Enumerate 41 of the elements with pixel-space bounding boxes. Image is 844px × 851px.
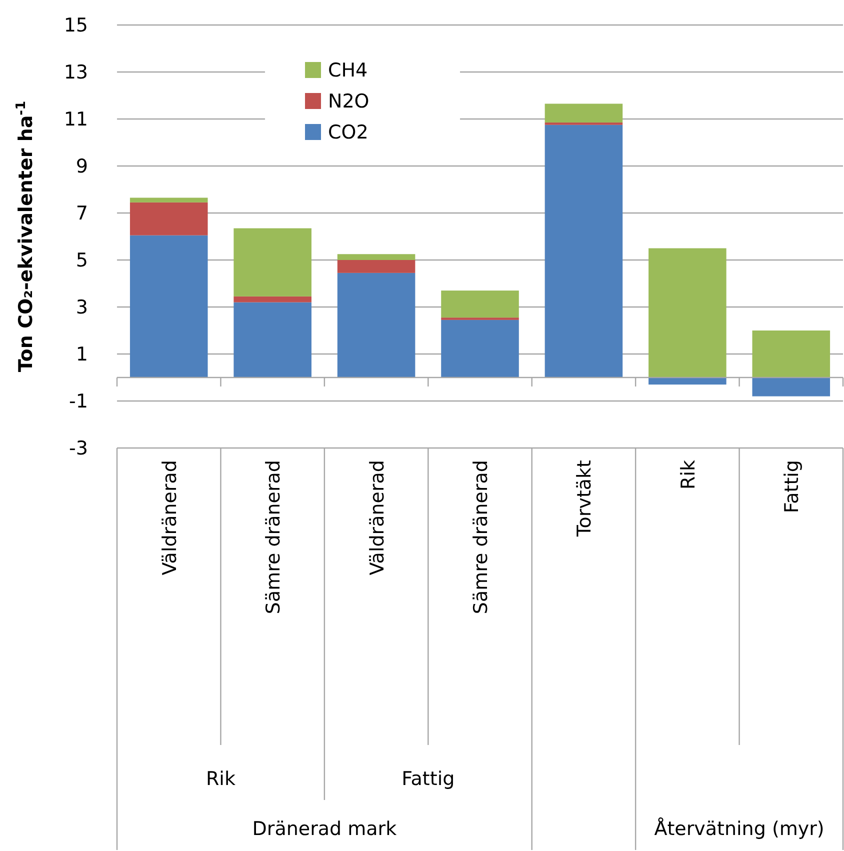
bar — [234, 296, 312, 302]
bar — [752, 330, 830, 378]
bar — [337, 254, 416, 260]
y-tick-label: 7 — [76, 202, 88, 225]
text: Återvätning (myr) — [654, 817, 824, 840]
y-tick-label: 5 — [76, 250, 88, 272]
x-tick-label: Fattig — [781, 460, 804, 514]
y-tick-label: 3 — [76, 296, 88, 319]
bar — [130, 202, 208, 236]
bar — [441, 290, 519, 318]
text: Rik — [206, 768, 236, 790]
y-tick-label: -1 — [69, 390, 88, 413]
y-tick-label: 13 — [64, 62, 88, 84]
bar — [648, 378, 726, 385]
bar — [648, 248, 726, 378]
bar — [234, 302, 312, 378]
text: Dränerad mark — [252, 818, 397, 840]
bar — [337, 272, 416, 378]
x-tick-label: Väldränerad — [158, 460, 181, 576]
x-tick-label: Torvtäkt — [574, 460, 596, 538]
legend-label: N2O — [328, 90, 370, 113]
legend-label: CO2 — [328, 122, 368, 144]
x-tick-label: Väldränerad — [366, 460, 388, 576]
y-tick-label: -3 — [69, 438, 88, 460]
bar — [752, 378, 830, 396]
bar — [441, 320, 519, 378]
y-tick-label: 11 — [64, 108, 88, 131]
y-tick-label: 15 — [64, 14, 88, 37]
bar — [234, 228, 312, 296]
y-tick-label: 1 — [76, 344, 88, 366]
x-tick-label: Sämre dränerad — [470, 460, 492, 614]
bar — [544, 124, 623, 378]
legend-label: CH4 — [328, 60, 368, 82]
text: Fattig — [402, 768, 455, 790]
bar — [544, 104, 623, 123]
x-tick-label: Rik — [677, 460, 700, 490]
bar — [130, 198, 208, 202]
bar — [130, 235, 208, 378]
x-tick-label: Sämre dränerad — [262, 460, 285, 614]
y-tick-label: 9 — [76, 156, 88, 178]
bar — [337, 260, 416, 273]
